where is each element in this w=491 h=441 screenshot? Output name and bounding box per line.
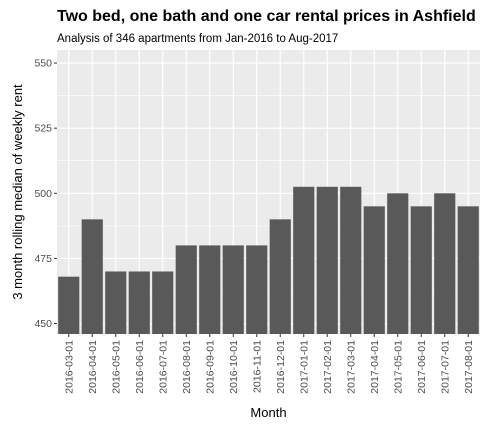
bar-2016-04-01: [81, 219, 103, 334]
bar-2017-01-01: [293, 186, 315, 334]
x-tick-label: 2016-04-01: [87, 340, 99, 394]
y-axis: 450 475 500 525 550: [34, 58, 57, 330]
y-tick-label: 450: [34, 318, 52, 330]
x-tick-label: 2016-03-01: [63, 340, 75, 394]
bar-2017-07-01: [434, 193, 456, 334]
bar-2017-03-01: [340, 186, 362, 334]
x-tick-label: 2017-02-01: [322, 340, 334, 394]
x-tick-label: 2016-05-01: [110, 340, 122, 394]
chart-subtitle: Analysis of 346 apartments from Jan-2016…: [57, 33, 338, 45]
bar-2017-04-01: [363, 206, 385, 334]
y-tick-label: 550: [34, 58, 52, 70]
bar-2016-08-01: [175, 245, 197, 334]
y-axis-title: 3 month rolling median of weekly rent: [10, 84, 25, 300]
bar-2016-05-01: [105, 271, 127, 334]
x-tick-label: 2016-11-01: [251, 340, 263, 393]
x-tick-label: 2016-09-01: [204, 340, 216, 394]
x-tick-label: 2017-08-01: [463, 340, 475, 394]
bar-2017-02-01: [316, 186, 338, 334]
y-tick-label: 475: [34, 253, 52, 265]
bar-2016-11-01: [246, 245, 268, 334]
bar-2016-06-01: [128, 271, 150, 334]
chart-title: Two bed, one bath and one car rental pri…: [57, 8, 476, 25]
bar-2016-09-01: [199, 245, 221, 334]
x-axis-title: Month: [250, 405, 286, 420]
x-tick-label: 2016-07-01: [157, 340, 169, 394]
bar-2017-06-01: [410, 206, 432, 334]
y-tick-label: 500: [34, 188, 52, 200]
y-tick-label: 525: [34, 123, 52, 135]
x-tick-label: 2017-07-01: [439, 340, 451, 394]
x-tick-label: 2017-06-01: [416, 340, 428, 394]
bars: [58, 186, 479, 334]
bar-2017-05-01: [387, 193, 409, 334]
bar-2016-10-01: [222, 245, 244, 334]
bar-2017-08-01: [457, 206, 479, 334]
bar-2016-03-01: [58, 276, 80, 334]
plot-panel: [57, 50, 480, 334]
x-tick-label: 2017-03-01: [345, 340, 357, 394]
bar-2016-12-01: [269, 219, 291, 334]
x-tick-label: 2016-12-01: [275, 340, 287, 394]
x-tick-label: 2017-05-01: [392, 340, 404, 394]
x-tick-label: 2016-10-01: [228, 340, 240, 394]
x-axis: 2016-03-01 2016-04-01 2016-05-01 2016-06-01…: [63, 334, 475, 394]
x-tick-label: 2017-04-01: [369, 340, 381, 394]
bar-2016-07-01: [152, 271, 174, 334]
x-tick-label: 2016-08-01: [181, 340, 193, 394]
x-tick-label: 2017-01-01: [298, 340, 310, 394]
x-tick-label: 2016-06-01: [134, 340, 146, 394]
